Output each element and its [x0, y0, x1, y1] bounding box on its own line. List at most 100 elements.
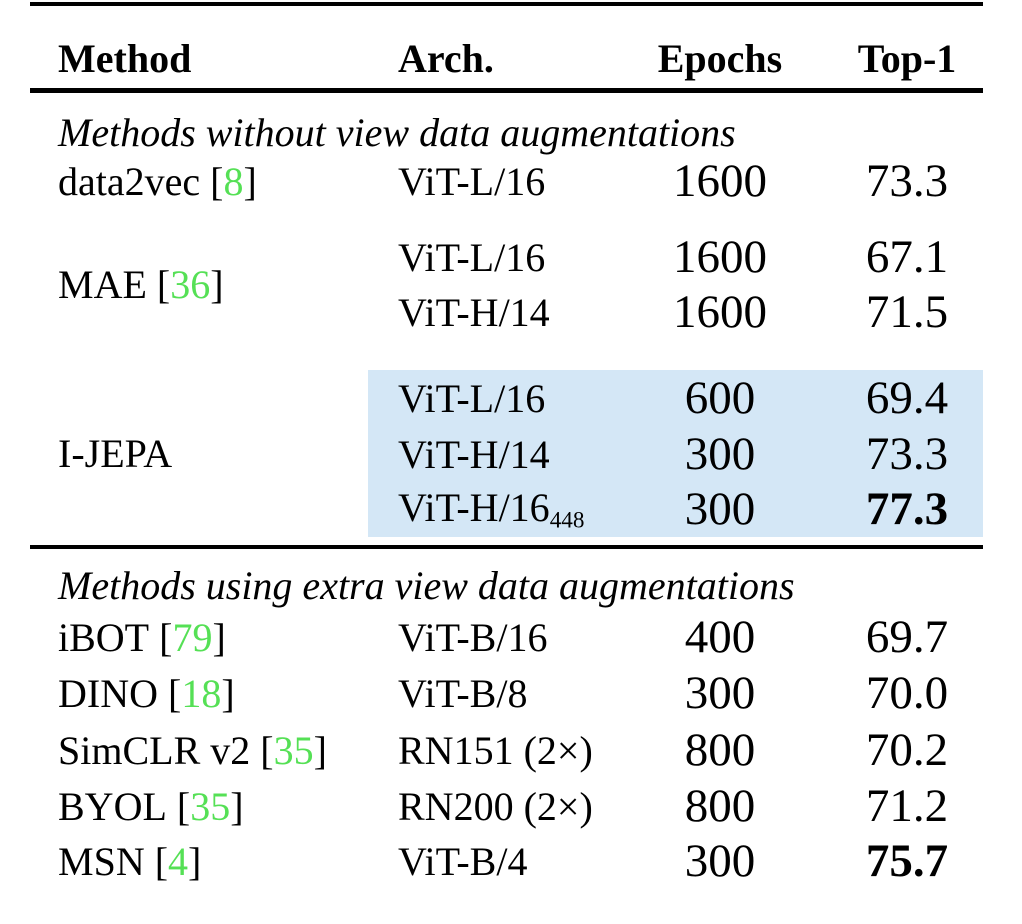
citation-number: 4	[168, 838, 189, 884]
arch-cell: ViT-H/14	[398, 431, 550, 477]
top1-cell: 70.2	[865, 724, 949, 776]
arch-cell: ViT-L/16	[398, 158, 546, 204]
method-cell: SimCLR v2 [35]	[58, 722, 373, 778]
table-row: ViT-H/14 300 73.3	[0, 426, 1022, 482]
top1-cell-best: 77.3	[865, 483, 949, 535]
method-cell: data2vec [8]	[58, 153, 373, 209]
bracket: ]	[188, 838, 202, 884]
method-name: MSN	[58, 838, 145, 884]
bracket: [	[167, 670, 182, 716]
table-top-rule	[30, 2, 983, 6]
table-row: BYOL [35] RN200 (2×) 800 71.2	[0, 778, 1022, 834]
citation: [4]	[155, 839, 202, 884]
bracket: [	[210, 158, 224, 204]
table-row: ViT-H/14 1600 71.5	[0, 284, 1022, 340]
arch-cell: ViT-L/16	[398, 375, 546, 421]
citation-number: 18	[181, 670, 222, 716]
epochs-cell: 300	[684, 428, 756, 480]
section-title: Methods without view data augmentations	[58, 109, 736, 155]
method-name: DINO	[58, 670, 158, 716]
bracket: [	[159, 614, 173, 660]
epochs-cell: 300	[684, 667, 756, 719]
table-row: ViT-H/16448 300 77.3	[0, 481, 1022, 537]
citation: [36]	[157, 262, 224, 307]
arch-cell: ViT-H/16448	[398, 481, 643, 537]
citation: [35]	[260, 728, 327, 773]
epochs-cell: 300	[684, 483, 756, 535]
epochs-cell: 1600	[673, 286, 767, 338]
arch-cell: ViT-B/4	[398, 838, 528, 884]
bracket: ]	[210, 261, 224, 307]
col-header-top1: Top-1	[857, 35, 957, 81]
arch-cell: ViT-B/16	[398, 614, 548, 660]
arch-cell: RN151 (2×)	[398, 727, 593, 773]
method-cell: MSN [4]	[58, 833, 373, 889]
citation: [18]	[168, 671, 235, 716]
citation-number: 8	[223, 158, 244, 204]
epochs-cell: 800	[684, 780, 756, 832]
table-row: DINO [18] ViT-B/8 300 70.0	[0, 665, 1022, 721]
top1-cell: 70.0	[865, 667, 949, 719]
section-title-row: Methods using extra view data augmentati…	[0, 557, 1022, 613]
epochs-cell: 800	[684, 724, 756, 776]
arch-cell: ViT-H/14	[398, 289, 550, 335]
table-header-rule	[30, 88, 983, 93]
table-section-rule	[30, 545, 983, 549]
citation-number: 36	[170, 261, 211, 307]
method-group-label-ijepa: I-JEPA	[58, 370, 172, 537]
citation: [79]	[159, 615, 226, 660]
citation-number: 35	[273, 727, 314, 773]
epochs-cell: 600	[684, 372, 756, 424]
method-cell: DINO [18]	[58, 665, 373, 721]
bracket: [	[154, 838, 169, 884]
arch-resolution-subscript: 448	[549, 507, 585, 534]
method-name: MAE	[58, 261, 147, 307]
section-title: Methods using extra view data augmentati…	[58, 562, 795, 608]
epochs-cell: 400	[684, 611, 756, 663]
table-row: MSN [4] ViT-B/4 300 75.7	[0, 833, 1022, 889]
col-header-epochs: Epochs	[657, 35, 783, 81]
arch-cell: ViT-L/16	[398, 234, 546, 280]
bracket: ]	[313, 727, 327, 773]
method-name: BYOL	[58, 783, 167, 829]
citation: [8]	[210, 159, 257, 204]
bracket: ]	[221, 670, 235, 716]
section-title-row: Methods without view data augmentations	[0, 104, 1022, 160]
method-name: SimCLR v2	[58, 727, 251, 773]
top1-cell: 69.7	[865, 611, 949, 663]
top1-cell: 71.5	[865, 286, 949, 338]
method-name: iBOT	[58, 614, 150, 660]
table-row: SimCLR v2 [35] RN151 (2×) 800 70.2	[0, 722, 1022, 778]
epochs-cell: 1600	[673, 231, 767, 283]
arch-name: ViT-H/16	[398, 484, 550, 530]
top1-cell: 67.1	[865, 231, 949, 283]
citation-number: 35	[190, 783, 231, 829]
arch-cell: ViT-B/8	[398, 670, 528, 716]
top1-cell: 71.2	[865, 780, 949, 832]
method-cell: iBOT [79]	[58, 609, 373, 665]
arch-cell: RN200 (2×)	[398, 783, 593, 829]
method-name: data2vec	[58, 158, 201, 204]
bracket: ]	[243, 158, 257, 204]
table-row: ViT-L/16 1600 67.1	[0, 229, 1022, 285]
method-cell: BYOL [35]	[58, 778, 373, 834]
citation-number: 79	[172, 614, 213, 660]
bracket: [	[156, 261, 171, 307]
table-row: data2vec [8] ViT-L/16 1600 73.3	[0, 153, 1022, 209]
bracket: [	[176, 783, 191, 829]
epochs-cell: 300	[684, 835, 756, 887]
bracket: ]	[212, 614, 226, 660]
ijepa-highlight-band	[368, 370, 983, 537]
col-header-arch: Arch.	[398, 35, 494, 81]
top1-cell: 69.4	[865, 372, 949, 424]
table-row: iBOT [79] ViT-B/16 400 69.7	[0, 609, 1022, 665]
top1-cell: 73.3	[865, 428, 949, 480]
col-header-method: Method	[58, 35, 192, 81]
top1-cell-best: 75.7	[865, 835, 949, 887]
table-row: ViT-L/16 600 69.4	[0, 370, 1022, 426]
bracket: ]	[230, 783, 244, 829]
method-group-label-mae: MAE [36]	[58, 229, 224, 339]
top1-cell: 73.3	[865, 155, 949, 207]
epochs-cell: 1600	[673, 155, 767, 207]
